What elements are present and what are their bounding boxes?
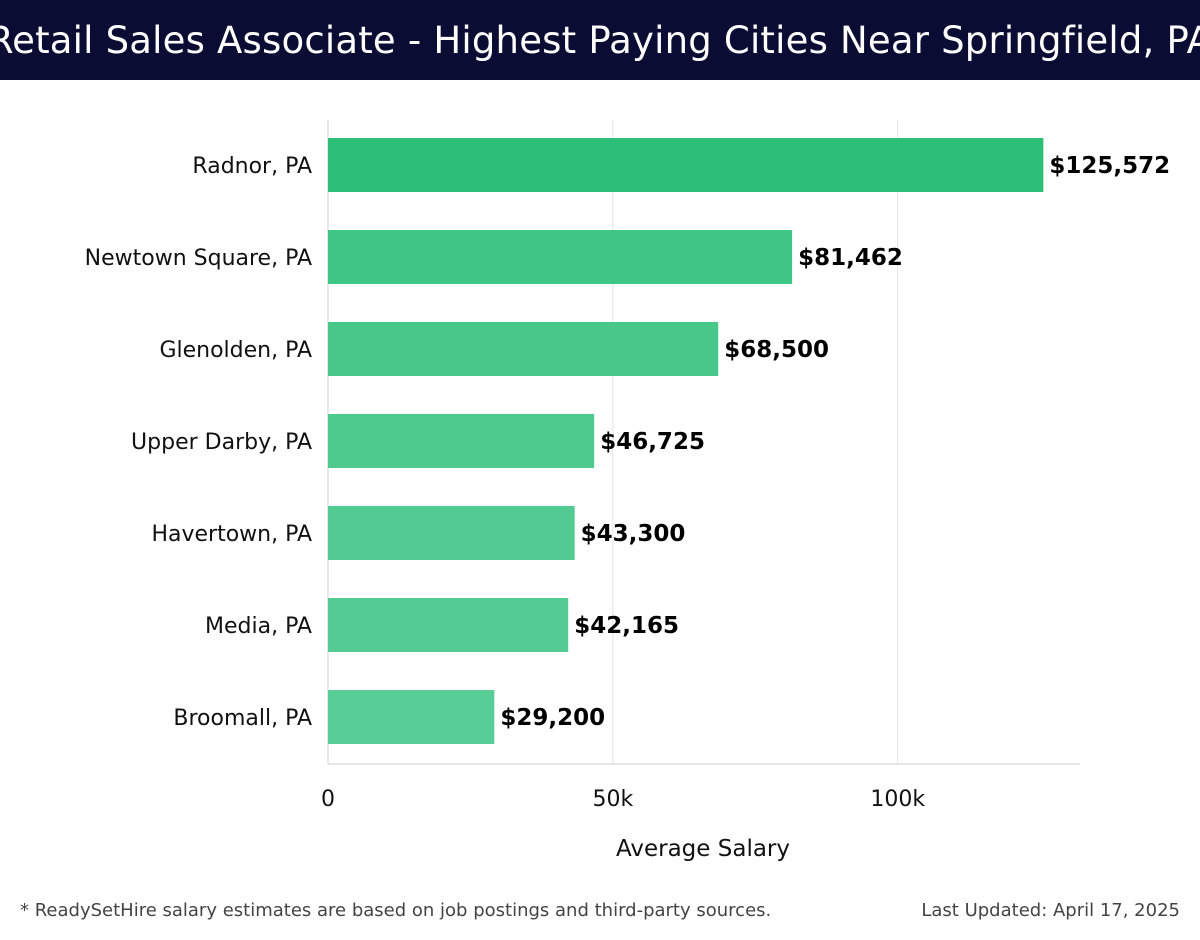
x-tick-labels: 0 50k 100k bbox=[321, 787, 925, 812]
bar bbox=[328, 322, 719, 376]
category-label: Glenolden, PA bbox=[159, 338, 312, 363]
category-labels: Radnor, PA Newtown Square, PA Glenolden, P… bbox=[85, 154, 312, 731]
bar-value-label: $29,200 bbox=[500, 705, 605, 731]
bar-value-label: $42,165 bbox=[574, 613, 679, 639]
category-label: Havertown, PA bbox=[151, 522, 312, 547]
bar bbox=[328, 506, 575, 560]
bars bbox=[328, 138, 1044, 744]
bar bbox=[328, 690, 495, 744]
x-axis-label: Average Salary bbox=[616, 836, 790, 862]
footnote: * ReadySetHire salary estimates are base… bbox=[20, 900, 772, 921]
category-label: Upper Darby, PA bbox=[131, 430, 312, 455]
x-tick-label: 50k bbox=[592, 787, 633, 812]
bar-value-label: $46,725 bbox=[600, 429, 705, 455]
bar bbox=[328, 138, 1044, 192]
x-tick-label: 100k bbox=[870, 787, 925, 812]
bar-value-label: $68,500 bbox=[724, 337, 829, 363]
last-updated: Last Updated: April 17, 2025 bbox=[921, 900, 1180, 921]
category-label: Broomall, PA bbox=[173, 706, 312, 731]
category-label: Radnor, PA bbox=[192, 154, 312, 179]
category-label: Newtown Square, PA bbox=[85, 246, 312, 271]
bar-value-label: $43,300 bbox=[581, 521, 686, 547]
bar bbox=[328, 598, 569, 652]
bar bbox=[328, 230, 793, 284]
x-tick-label: 0 bbox=[321, 787, 335, 812]
category-label: Media, PA bbox=[205, 614, 312, 639]
value-labels: $125,572 $81,462 $68,500 $46,725 $43,300 $42,… bbox=[500, 153, 1170, 731]
bar-value-label: $125,572 bbox=[1049, 153, 1170, 179]
bar-chart: $125,572 $81,462 $68,500 $46,725 $43,300 $42,… bbox=[85, 120, 1170, 862]
chart-title: Retail Sales Associate - Highest Paying … bbox=[0, 0, 1200, 80]
bar-value-label: $81,462 bbox=[798, 245, 903, 271]
bar bbox=[328, 414, 595, 468]
